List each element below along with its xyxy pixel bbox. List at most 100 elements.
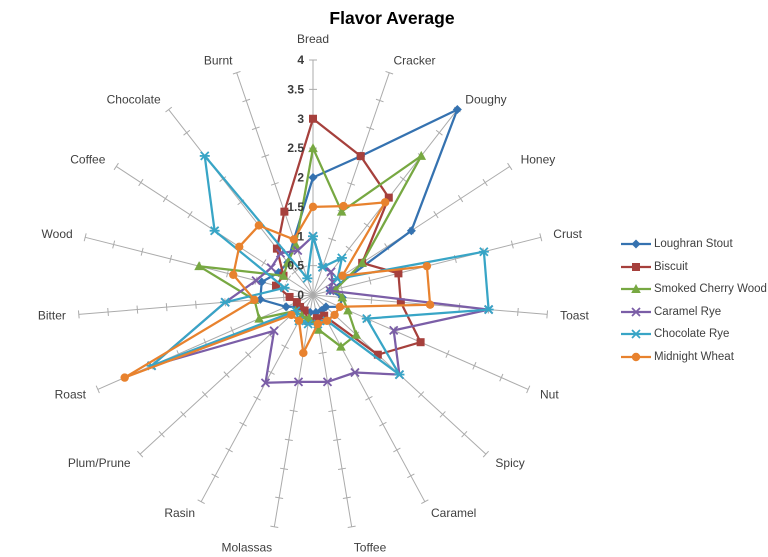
tick-mark — [510, 240, 514, 249]
tick-mark — [439, 411, 446, 418]
tick-mark — [282, 293, 285, 302]
tick-mark — [95, 385, 100, 394]
tick-mark — [289, 409, 298, 413]
tick-mark — [299, 265, 308, 269]
tick-mark — [546, 310, 549, 319]
tick-mark — [472, 361, 477, 370]
tick-mark — [417, 391, 425, 398]
series-layer — [120, 105, 494, 388]
legend-item-smoked-cherry-wood[interactable]: Smoked Cherry Wood — [620, 278, 767, 301]
legend-item-biscuit[interactable]: Biscuit — [620, 256, 767, 279]
axis-value-label: 1 — [297, 229, 304, 243]
tick-mark — [137, 450, 144, 458]
tick-mark — [347, 525, 356, 528]
legend-marker-asterisk-icon — [621, 329, 651, 339]
tick-mark — [399, 176, 407, 182]
tick-mark — [140, 247, 144, 256]
tick-mark — [291, 268, 299, 275]
tick-mark — [223, 371, 230, 378]
tick-mark — [270, 525, 279, 528]
tick-mark — [333, 438, 342, 442]
tick-mark — [445, 350, 450, 358]
tick-mark — [539, 233, 543, 242]
legend-label: Midnight Wheat — [654, 350, 734, 363]
legend-marker-x-icon — [621, 307, 651, 317]
tick-mark — [433, 211, 439, 219]
tick-mark — [393, 447, 401, 453]
legend-item-caramel-rye[interactable]: Caramel Rye — [620, 301, 767, 324]
tick-mark — [368, 276, 372, 285]
legend-label: Biscuit — [654, 260, 688, 273]
tick-mark — [347, 182, 356, 186]
tick-mark — [242, 98, 251, 103]
tick-mark — [284, 438, 293, 442]
tick-mark — [499, 373, 504, 382]
axis-labels: 0 0.5 1 1.5 2 2.5 3 3.5 4 Bread Cracker Doughy Honey… — [38, 32, 590, 554]
tick-mark — [201, 391, 209, 398]
tick-mark — [345, 245, 353, 252]
category-label-doughy: Doughy — [465, 92, 506, 106]
axis-value-label: 1.5 — [287, 200, 304, 214]
tick-mark — [162, 194, 169, 203]
tick-mark — [158, 430, 165, 438]
tick-mark — [507, 162, 513, 171]
category-label-rasin: Rasin — [164, 506, 195, 520]
tick-mark — [197, 499, 205, 505]
tick-mark — [83, 233, 87, 242]
category-label-plum-prune: Plum/Prune — [68, 456, 131, 470]
tick-mark — [113, 162, 119, 171]
series-chocolate-rye — [146, 151, 494, 380]
category-label-spicy: Spicy — [495, 456, 524, 470]
tick-mark — [180, 411, 187, 418]
tick-mark — [461, 430, 468, 438]
tick-mark — [251, 126, 260, 131]
tick-mark — [482, 178, 488, 187]
tick-mark — [379, 421, 387, 427]
legend-label: Loughran Stout — [654, 238, 733, 251]
legend-label: Caramel Rye — [654, 305, 722, 318]
tick-mark — [385, 70, 394, 75]
tick-mark — [136, 305, 139, 314]
category-label-coffee: Coffee — [70, 152, 105, 166]
tick-mark — [421, 499, 429, 505]
tick-mark — [270, 182, 279, 186]
tick-mark — [285, 275, 292, 283]
tick-mark — [365, 395, 373, 401]
category-label-burnt: Burnt — [204, 54, 233, 68]
tick-mark — [165, 106, 173, 113]
legend-marker-circle-icon — [621, 352, 651, 361]
category-label-bread: Bread — [297, 32, 329, 46]
tick-mark — [245, 351, 252, 358]
tick-mark — [457, 194, 464, 203]
tick-mark — [375, 98, 384, 103]
tick-mark — [232, 70, 241, 75]
tick-mark — [281, 344, 289, 350]
legend-item-loughran-stout[interactable]: Loughran Stout — [620, 233, 767, 256]
category-label-crust: Crust — [553, 227, 582, 241]
tick-mark — [407, 473, 415, 479]
tick-mark — [279, 467, 289, 470]
tick-mark — [211, 473, 219, 479]
tick-mark — [169, 254, 173, 263]
tick-mark — [107, 307, 109, 317]
tick-mark — [363, 222, 371, 229]
legend-marker-triangle-icon — [621, 284, 651, 294]
tick-mark — [526, 385, 531, 394]
category-label-caramel: Caramel — [431, 506, 476, 520]
tick-mark — [342, 496, 351, 499]
tick-mark — [138, 178, 144, 187]
axis-value-label: 0.5 — [287, 259, 304, 273]
category-label-toast: Toast — [560, 309, 589, 323]
legend-item-chocolate-rye[interactable]: Chocolate Rye — [620, 323, 767, 346]
legend-item-midnight-wheat[interactable]: Midnight Wheat — [620, 346, 767, 369]
tick-mark — [517, 307, 519, 317]
axis-value-label: 2.5 — [287, 141, 304, 155]
tick-mark — [230, 326, 235, 335]
tick-mark — [275, 496, 284, 499]
tick-mark — [225, 447, 233, 453]
axis-value-label: 0 — [297, 288, 304, 302]
tick-mark — [328, 409, 337, 413]
tick-mark — [77, 310, 80, 319]
axis-value-label: 2 — [297, 171, 304, 185]
